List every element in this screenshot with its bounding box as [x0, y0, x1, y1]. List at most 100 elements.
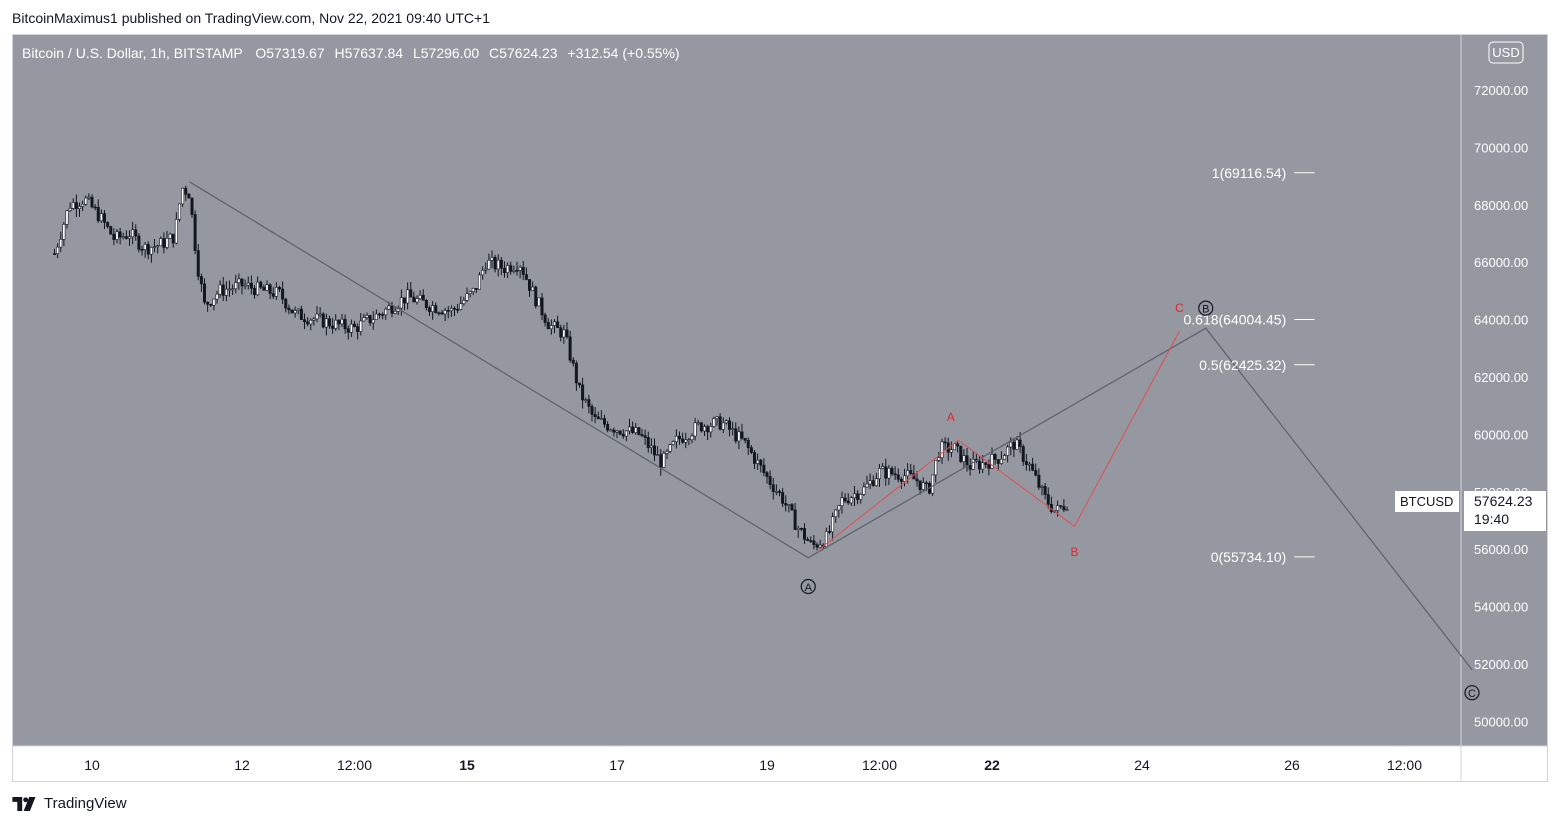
- candle-body: [968, 464, 972, 470]
- y-tick-label: 54000.00: [1474, 600, 1528, 615]
- candle-body: [943, 441, 947, 444]
- candle-body: [687, 439, 691, 441]
- candle-body: [337, 319, 341, 325]
- candle-body: [531, 286, 535, 291]
- published-text: BitcoinMaximus1 published on TradingView…: [12, 10, 490, 26]
- candle-body: [856, 493, 860, 500]
- candle-body: [565, 329, 569, 338]
- candle-body: [637, 427, 641, 435]
- candle-body: [518, 266, 522, 271]
- candle-body: [977, 460, 981, 470]
- candle-body: [609, 429, 613, 432]
- candle-body: [552, 321, 556, 326]
- current-price-tag: 57624.23 19:40: [1464, 491, 1546, 531]
- candle-body: [318, 313, 322, 316]
- candle-body: [965, 455, 969, 466]
- candle-body: [190, 197, 194, 215]
- candle-body: [1002, 455, 1006, 460]
- currency-button-label: USD: [1492, 45, 1519, 60]
- candle-body: [290, 309, 294, 314]
- candle-body: [840, 497, 844, 506]
- candle-body: [306, 321, 310, 325]
- plot-area[interactable]: [13, 35, 1461, 746]
- candle-body: [156, 245, 160, 248]
- candle-body: [496, 259, 500, 270]
- candle-body: [756, 459, 760, 464]
- candle-body: [256, 281, 260, 296]
- candle-body: [402, 297, 406, 304]
- candle-body: [259, 281, 263, 288]
- candle-body: [852, 493, 856, 499]
- candle-body: [987, 464, 991, 469]
- footer-brand-name: TradingView: [44, 795, 127, 812]
- candle-body: [462, 300, 466, 305]
- candle-body: [640, 434, 644, 436]
- candle-body: [381, 314, 385, 316]
- currency-button[interactable]: USD: [1488, 41, 1524, 64]
- candle-body: [449, 308, 453, 311]
- y-tick-label: 60000.00: [1474, 427, 1528, 442]
- fib-level-label: 0.618(64004.45): [1183, 311, 1286, 327]
- candle-body: [299, 308, 303, 320]
- candle-body: [684, 439, 688, 443]
- candle-body: [581, 384, 585, 401]
- candle-body: [124, 236, 128, 239]
- candle-body: [228, 288, 232, 291]
- candle-body: [384, 308, 388, 316]
- candle-body: [868, 480, 872, 485]
- candle-body: [559, 327, 563, 338]
- candle-body: [68, 208, 72, 211]
- candle-body: [556, 321, 560, 328]
- candle-body: [149, 247, 153, 255]
- candle-body: [624, 430, 628, 437]
- candle-body: [543, 314, 547, 323]
- candle-body: [934, 459, 938, 476]
- candle-body: [546, 322, 550, 330]
- candle-body: [368, 315, 372, 324]
- candle-body: [203, 283, 207, 303]
- wave-label-circle: [800, 578, 816, 595]
- time-axis[interactable]: [13, 746, 1547, 781]
- candle-body: [284, 298, 288, 309]
- x-axis-ticks: 10 12 12:00 15 17 19 12:00 22 24 26 12:00: [84, 757, 1422, 773]
- candle-body: [627, 426, 631, 432]
- candle-body: [812, 540, 816, 545]
- footer-brand[interactable]: TradingView: [12, 795, 127, 812]
- candle-body: [896, 474, 900, 480]
- candle-body: [681, 438, 685, 443]
- candle-body: [137, 235, 141, 250]
- candle-body: [412, 296, 416, 303]
- candle-body: [440, 312, 444, 315]
- candle-body: [427, 307, 431, 312]
- legend-change: +312.54 (+0.55%): [567, 45, 679, 61]
- candle-body: [484, 268, 488, 271]
- candle-body: [199, 276, 203, 285]
- candle-body: [84, 197, 88, 205]
- candle-body: [356, 326, 360, 332]
- candle-body: [768, 476, 772, 485]
- subwave-line: [819, 330, 1180, 550]
- legend-line: Bitcoin / U.S. Dollar, 1h, BITSTAMP O573…: [22, 45, 680, 61]
- candle-body: [343, 318, 347, 330]
- ticker-tag: BTCUSD: [1395, 491, 1459, 512]
- candle-body: [112, 233, 116, 240]
- candle-body: [809, 540, 813, 542]
- price-chart[interactable]: 1(69116.54) 0.618(64004.45) 0.5(62425.32) 0…: [12, 34, 1548, 782]
- publisher-header: BitcoinMaximus1 published on TradingView…: [12, 10, 490, 26]
- legend-c-value: 57624.23: [499, 45, 558, 61]
- price-axis[interactable]: [1461, 35, 1547, 746]
- y-tick-label: 68000.00: [1474, 198, 1528, 213]
- legend-l-label: L: [413, 45, 421, 61]
- legend-h-label: H: [335, 45, 345, 61]
- x-tick-label: 12:00: [862, 757, 897, 773]
- candle-body: [574, 362, 578, 384]
- candle-body: [437, 312, 441, 315]
- candle-body: [787, 504, 791, 506]
- candle-body: [393, 311, 397, 314]
- candle-body: [1031, 463, 1035, 471]
- candle-body: [218, 284, 222, 295]
- candle-body: [59, 239, 63, 248]
- y-tick-label: 62000.00: [1474, 370, 1528, 385]
- candle-body: [715, 416, 719, 419]
- legend-o-label: O: [255, 45, 266, 61]
